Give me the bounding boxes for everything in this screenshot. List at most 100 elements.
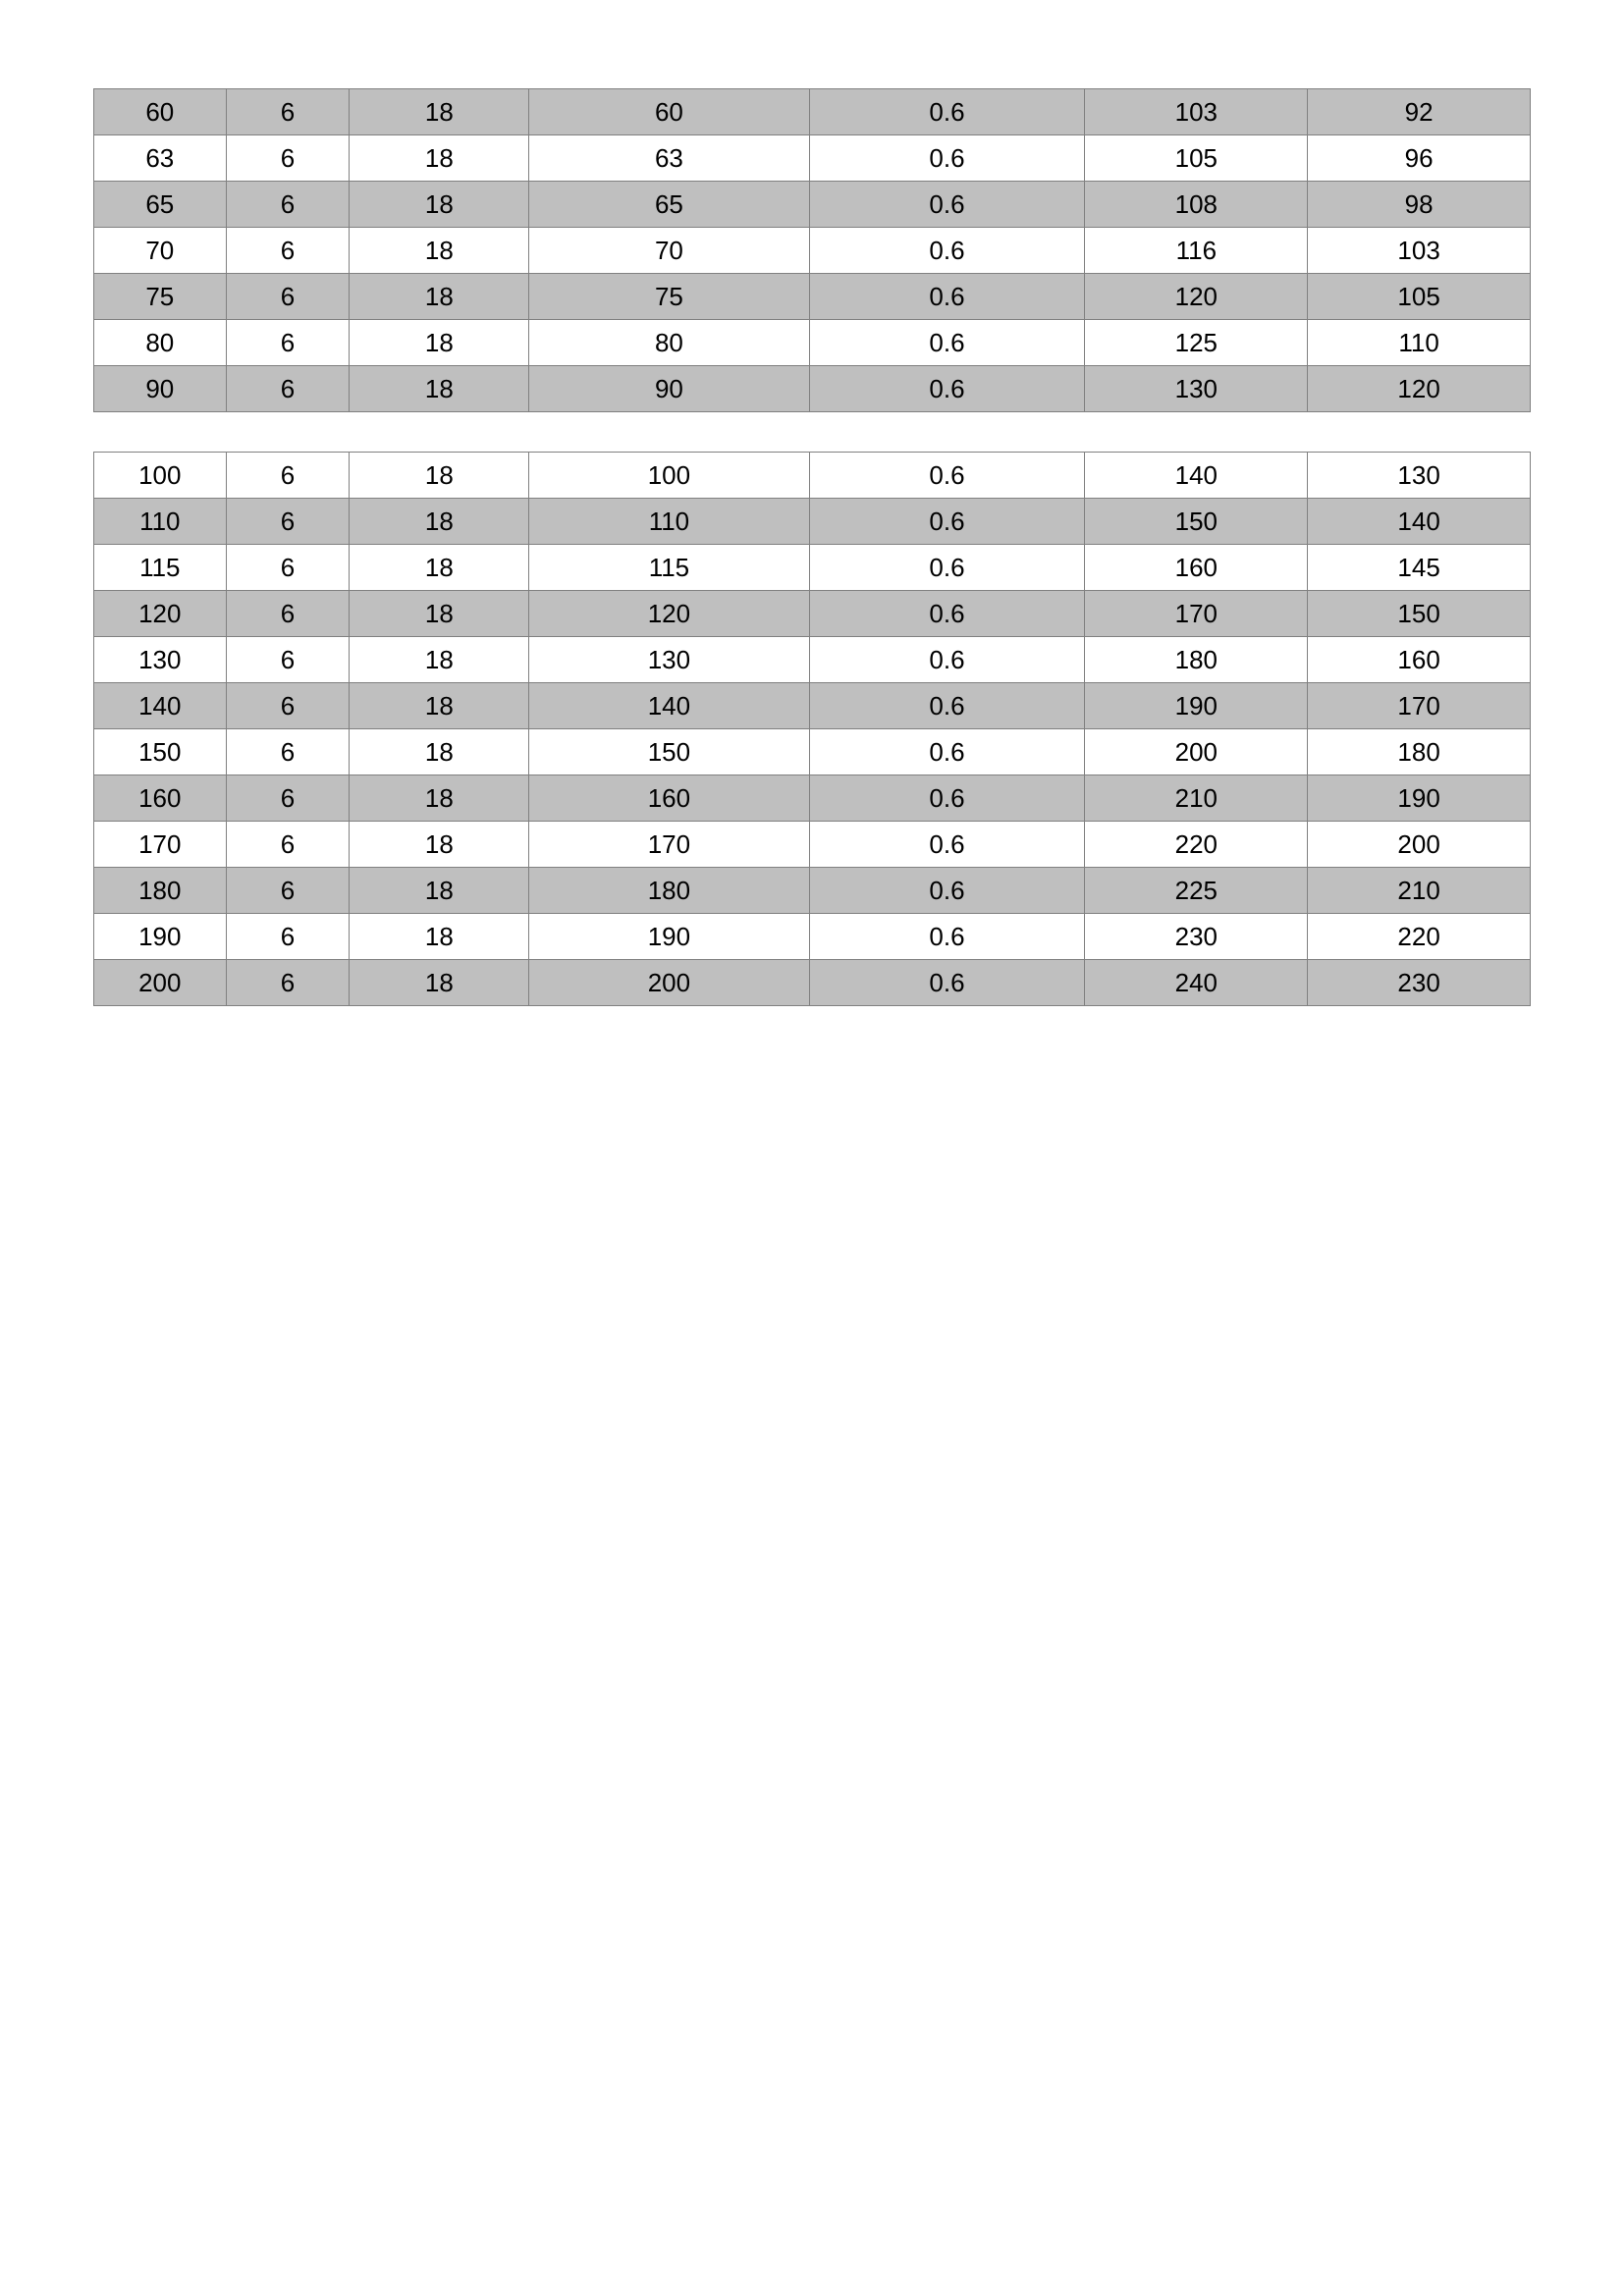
table-cell: 120 (1085, 274, 1308, 320)
table-cell: 6 (226, 228, 350, 274)
table-row: 80618800.6125110 (94, 320, 1531, 366)
table-cell: 150 (1085, 499, 1308, 545)
table-cell: 80 (529, 320, 809, 366)
table-row: 90618900.6130120 (94, 366, 1531, 412)
table-row: 1306181300.6180160 (94, 637, 1531, 683)
table-row: 1506181500.6200180 (94, 729, 1531, 775)
table-cell: 6 (226, 775, 350, 822)
table-cell: 220 (1308, 914, 1531, 960)
table-cell: 125 (1085, 320, 1308, 366)
table-cell: 75 (529, 274, 809, 320)
table-row: 1606181600.6210190 (94, 775, 1531, 822)
table-cell: 18 (350, 960, 529, 1006)
table-cell: 140 (1085, 453, 1308, 499)
table-cell: 0.6 (809, 499, 1085, 545)
table-cell: 0.6 (809, 182, 1085, 228)
table-cell: 0.6 (809, 637, 1085, 683)
table-cell: 160 (94, 775, 227, 822)
table-row: 2006182000.6240230 (94, 960, 1531, 1006)
table-cell: 0.6 (809, 228, 1085, 274)
table-cell: 18 (350, 637, 529, 683)
table-cell: 18 (350, 135, 529, 182)
table-cell: 18 (350, 822, 529, 868)
table-cell: 0.6 (809, 822, 1085, 868)
table-cell: 18 (350, 274, 529, 320)
table-cell: 65 (94, 182, 227, 228)
table-cell: 6 (226, 182, 350, 228)
table-cell: 170 (529, 822, 809, 868)
table-row: 1156181150.6160145 (94, 545, 1531, 591)
table-cell: 90 (94, 366, 227, 412)
table-cell: 200 (529, 960, 809, 1006)
table-cell: 210 (1308, 868, 1531, 914)
table-cell: 18 (350, 868, 529, 914)
table-cell: 160 (1085, 545, 1308, 591)
table-cell: 6 (226, 914, 350, 960)
table-cell: 240 (1085, 960, 1308, 1006)
table-cell: 6 (226, 453, 350, 499)
table-row: 70618700.6116103 (94, 228, 1531, 274)
table-cell: 180 (1308, 729, 1531, 775)
table-cell: 160 (529, 775, 809, 822)
table-cell: 18 (350, 775, 529, 822)
table-cell: 190 (1308, 775, 1531, 822)
table-cell: 6 (226, 868, 350, 914)
table-cell: 90 (529, 366, 809, 412)
table-cell: 0.6 (809, 89, 1085, 135)
table-cell: 18 (350, 228, 529, 274)
table-cell: 180 (1085, 637, 1308, 683)
table-row: 1106181100.6150140 (94, 499, 1531, 545)
table-cell: 105 (1085, 135, 1308, 182)
table-row: 75618750.6120105 (94, 274, 1531, 320)
table-cell: 70 (529, 228, 809, 274)
table-cell: 6 (226, 366, 350, 412)
table-cell: 116 (1085, 228, 1308, 274)
table-cell: 140 (94, 683, 227, 729)
table-cell: 0.6 (809, 729, 1085, 775)
table-row: 1806181800.6225210 (94, 868, 1531, 914)
table-cell: 6 (226, 320, 350, 366)
table-cell: 190 (94, 914, 227, 960)
table-cell: 6 (226, 822, 350, 868)
table-cell: 6 (226, 545, 350, 591)
table-cell: 130 (94, 637, 227, 683)
table-cell: 63 (529, 135, 809, 182)
table-cell: 75 (94, 274, 227, 320)
table-cell: 160 (1308, 637, 1531, 683)
table-cell: 150 (94, 729, 227, 775)
table-cell: 0.6 (809, 545, 1085, 591)
table-cell: 6 (226, 729, 350, 775)
table-cell: 150 (529, 729, 809, 775)
table-cell: 18 (350, 366, 529, 412)
table-cell: 140 (529, 683, 809, 729)
table-cell: 0.6 (809, 274, 1085, 320)
table-cell: 0.6 (809, 683, 1085, 729)
table-cell: 170 (1308, 683, 1531, 729)
table-cell: 190 (1085, 683, 1308, 729)
data-table-1: 60618600.61039263618630.61059665618650.6… (93, 88, 1531, 412)
table-cell: 100 (529, 453, 809, 499)
table-1-body: 60618600.61039263618630.61059665618650.6… (94, 89, 1531, 412)
table-cell: 110 (1308, 320, 1531, 366)
table-cell: 63 (94, 135, 227, 182)
table-cell: 18 (350, 914, 529, 960)
table-cell: 230 (1085, 914, 1308, 960)
table-cell: 200 (94, 960, 227, 1006)
table-cell: 0.6 (809, 366, 1085, 412)
table-cell: 220 (1085, 822, 1308, 868)
table-cell: 190 (529, 914, 809, 960)
table-cell: 65 (529, 182, 809, 228)
data-table-2: 1006181000.61401301106181100.61501401156… (93, 452, 1531, 1006)
table-cell: 80 (94, 320, 227, 366)
table-cell: 120 (529, 591, 809, 637)
table-cell: 200 (1085, 729, 1308, 775)
table-cell: 110 (529, 499, 809, 545)
table-cell: 18 (350, 683, 529, 729)
table-cell: 115 (529, 545, 809, 591)
table-cell: 145 (1308, 545, 1531, 591)
table-cell: 6 (226, 274, 350, 320)
table-cell: 103 (1085, 89, 1308, 135)
table-cell: 0.6 (809, 320, 1085, 366)
table-cell: 0.6 (809, 591, 1085, 637)
table-row: 1206181200.6170150 (94, 591, 1531, 637)
